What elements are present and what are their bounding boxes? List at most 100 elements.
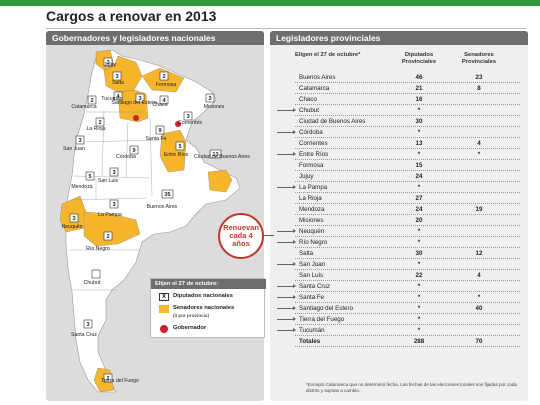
deputies-value: 13 <box>415 140 423 147</box>
row-pointer-arrowhead <box>293 240 296 244</box>
deputy-badge-salta <box>112 71 122 81</box>
province-label-neuquen: Neuquén <box>61 224 82 230</box>
table-row: Ciudad de Buenos Aires 30 <box>275 116 523 127</box>
row-separator <box>295 236 520 237</box>
row-pointer-arrowhead <box>293 284 296 288</box>
deputies-value: * <box>417 305 421 312</box>
deputy-count-cordoba: 9 <box>132 148 135 154</box>
deputy-count-ciudad-de-buenos-aires: 13 <box>212 152 218 158</box>
footnote: *Excepto Catamarca que no determinó fech… <box>306 382 517 393</box>
deputies-value: * <box>417 316 421 323</box>
deputy-badge-santa-cruz <box>83 319 93 329</box>
province-label-chubut: Chubut <box>84 280 101 286</box>
table-row: Santiago del Estero * 40 <box>275 303 523 314</box>
deputies-value: * <box>417 129 421 136</box>
province-label-santiago-del-estero: Santiago del Estero <box>111 100 156 106</box>
row-pointer-line <box>277 154 295 155</box>
table-row: Mendoza 24 19 <box>275 204 523 215</box>
deputy-badge-rio-negro <box>103 231 113 241</box>
row-separator <box>295 181 520 182</box>
deputy-badge-la-rioja <box>95 117 105 127</box>
table-row: Río Negro * <box>275 237 523 248</box>
province-label-formosa: Formosa <box>156 82 177 88</box>
legend-swatch-governor <box>160 325 168 333</box>
province-label-la-rioja: La Rioja <box>86 126 105 132</box>
row-separator <box>295 302 520 303</box>
table-row: Corrientes 13 4 <box>275 138 523 149</box>
deputy-count-la-pampa: 3 <box>112 202 115 208</box>
deputies-value: * <box>417 228 421 235</box>
senators-value: * <box>477 294 481 301</box>
deputy-badge-mendoza <box>85 171 95 181</box>
deputy-count-santa-fe: 9 <box>158 128 161 134</box>
deputy-badge-san-luis <box>109 167 119 177</box>
deputy-badge-chubut <box>91 269 101 279</box>
deputy-count-santiago-del-estero: 3 <box>138 96 141 102</box>
senators-value: 4 <box>477 140 481 147</box>
province-label-la-pampa: La Pampa <box>98 212 122 218</box>
renew-every-4-years-badge: Renuevan cada 4 años <box>218 213 264 259</box>
province-name: Misiones <box>299 217 324 224</box>
province-label-salta: Salta <box>112 80 124 86</box>
table-row: Chubut * <box>275 105 523 116</box>
row-separator <box>295 115 520 116</box>
deputies-value: * <box>417 184 421 191</box>
province-label-chaco: Chaco <box>153 102 168 108</box>
table-row: Salta 30 12 <box>275 248 523 259</box>
deputy-badge-tierra-del-fuego <box>103 373 113 383</box>
row-pointer-arrowhead <box>293 130 296 134</box>
table-row: Tucumán * <box>275 325 523 336</box>
province-label-rio-negro: Río Negro <box>86 246 110 252</box>
province-name: Entre Ríos <box>299 151 329 158</box>
deputy-badge-san-juan <box>75 135 85 145</box>
row-separator <box>295 335 520 336</box>
deputies-value: 30 <box>415 118 423 125</box>
province-name: Buenos Aires <box>299 74 336 81</box>
table-panel-header: Legisladores provinciales <box>270 31 528 45</box>
province-caba <box>207 169 233 193</box>
row-separator <box>295 137 520 138</box>
deputies-value: 27 <box>415 195 423 202</box>
row-pointer-arrowhead <box>293 185 296 189</box>
province-name: Chaco <box>299 96 317 103</box>
legend-swatch-deputies: X <box>159 293 169 301</box>
deputy-count-santa-cruz: 3 <box>86 322 89 328</box>
table-row: Santa Cruz * <box>275 281 523 292</box>
deputy-badge-chaco <box>159 95 169 105</box>
row-separator <box>295 203 520 204</box>
row-separator <box>295 214 520 215</box>
deputy-badge-la-pampa <box>109 199 119 209</box>
row-separator <box>295 148 520 149</box>
senators-value: 4 <box>477 272 481 279</box>
deputies-value: 24 <box>415 206 423 213</box>
province-name: Formosa <box>299 162 324 169</box>
row-pointer-arrowhead <box>293 295 296 299</box>
province-name: Salta <box>299 250 314 257</box>
row-pointer-line <box>277 319 295 320</box>
deputy-badge-entre-rios <box>175 141 185 151</box>
deputy-count-rio-negro: 2 <box>106 234 109 240</box>
deputy-count-san-juan: 3 <box>78 138 81 144</box>
row-separator <box>295 82 520 83</box>
deputy-badge-neuquen <box>69 213 79 223</box>
deputies-value: 15 <box>415 162 423 169</box>
row-separator <box>295 104 520 105</box>
deputies-value: * <box>417 294 421 301</box>
table-row: San Juan * <box>275 259 523 270</box>
table-header-province: Eligen el 27 de octubre* <box>295 52 361 58</box>
deputy-count-jujuy: 3 <box>106 60 109 66</box>
row-separator <box>295 280 520 281</box>
province-label-tucuman: Tucumán <box>101 96 123 102</box>
table-row: Santa Fe * * <box>275 292 523 303</box>
deputies-value: 288 <box>413 338 425 345</box>
province-label-cordoba: Córdoba <box>116 154 136 160</box>
top-accent-bar <box>0 0 540 6</box>
deputies-value: 24 <box>415 173 423 180</box>
province-label-corrientes: Corrientes <box>178 120 202 126</box>
table-header-deputies: Diputados Provinciales <box>401 52 437 65</box>
table-row: Entre Ríos * * <box>275 149 523 160</box>
province-name: Santa Fe <box>299 294 325 301</box>
row-pointer-arrowhead <box>293 262 296 266</box>
deputy-count-formosa: 2 <box>162 74 165 80</box>
row-separator <box>295 346 520 347</box>
